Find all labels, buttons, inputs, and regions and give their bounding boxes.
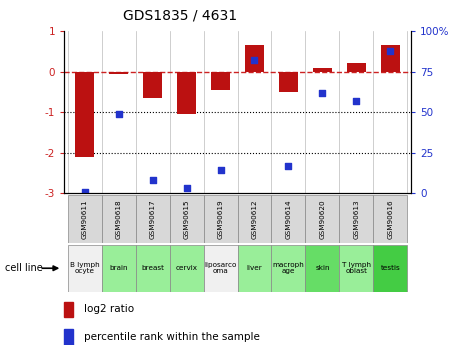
- Bar: [203, 195, 238, 243]
- Text: macroph
age: macroph age: [273, 262, 304, 275]
- Bar: [373, 195, 408, 243]
- Bar: [238, 195, 272, 243]
- Point: [115, 111, 123, 117]
- Bar: [340, 245, 373, 292]
- Point: [352, 98, 360, 104]
- Bar: [238, 245, 272, 292]
- Bar: [203, 245, 238, 292]
- Bar: [177, 71, 196, 114]
- Point: [285, 163, 292, 168]
- Bar: [109, 71, 128, 73]
- Point: [217, 168, 224, 173]
- Text: GSM90617: GSM90617: [150, 199, 155, 239]
- Bar: [381, 45, 400, 71]
- Point: [149, 177, 156, 183]
- Text: GDS1835 / 4631: GDS1835 / 4631: [124, 9, 238, 23]
- Bar: [340, 195, 373, 243]
- Text: liposarco
oma: liposarco oma: [204, 262, 237, 275]
- Bar: [272, 245, 305, 292]
- Bar: [67, 195, 102, 243]
- Bar: [279, 71, 298, 92]
- Bar: [373, 245, 408, 292]
- Bar: [305, 195, 340, 243]
- Text: percentile rank within the sample: percentile rank within the sample: [84, 332, 260, 342]
- Point: [319, 90, 326, 96]
- Text: GSM90611: GSM90611: [82, 199, 87, 239]
- Bar: [245, 45, 264, 71]
- Text: cell line: cell line: [5, 263, 42, 273]
- Bar: [67, 245, 102, 292]
- Bar: [143, 71, 162, 98]
- Bar: [170, 245, 203, 292]
- Bar: [64, 302, 74, 317]
- Bar: [135, 195, 170, 243]
- Text: liver: liver: [247, 265, 262, 271]
- Text: T lymph
oblast: T lymph oblast: [342, 262, 371, 275]
- Bar: [347, 63, 366, 71]
- Bar: [211, 71, 230, 90]
- Text: GSM90614: GSM90614: [285, 199, 292, 239]
- Text: breast: breast: [141, 265, 164, 271]
- Text: GSM90620: GSM90620: [320, 199, 325, 239]
- Point: [81, 189, 88, 194]
- Text: testis: testis: [380, 265, 400, 271]
- Text: GSM90619: GSM90619: [218, 199, 224, 239]
- Text: skin: skin: [315, 265, 330, 271]
- Bar: [64, 329, 74, 345]
- Text: B lymph
ocyte: B lymph ocyte: [70, 262, 99, 275]
- Bar: [170, 195, 203, 243]
- Text: GSM90615: GSM90615: [183, 199, 190, 239]
- Bar: [102, 195, 135, 243]
- Text: log2 ratio: log2 ratio: [84, 304, 134, 314]
- Text: GSM90616: GSM90616: [388, 199, 393, 239]
- Bar: [305, 245, 340, 292]
- Point: [183, 186, 190, 191]
- Bar: [313, 68, 332, 71]
- Text: GSM90618: GSM90618: [115, 199, 122, 239]
- Bar: [102, 245, 135, 292]
- Bar: [135, 245, 170, 292]
- Point: [251, 58, 258, 63]
- Text: GSM90612: GSM90612: [251, 199, 257, 239]
- Point: [387, 48, 394, 53]
- Text: brain: brain: [109, 265, 128, 271]
- Bar: [75, 71, 94, 157]
- Text: cervix: cervix: [175, 265, 198, 271]
- Text: GSM90613: GSM90613: [353, 199, 360, 239]
- Bar: [272, 195, 305, 243]
